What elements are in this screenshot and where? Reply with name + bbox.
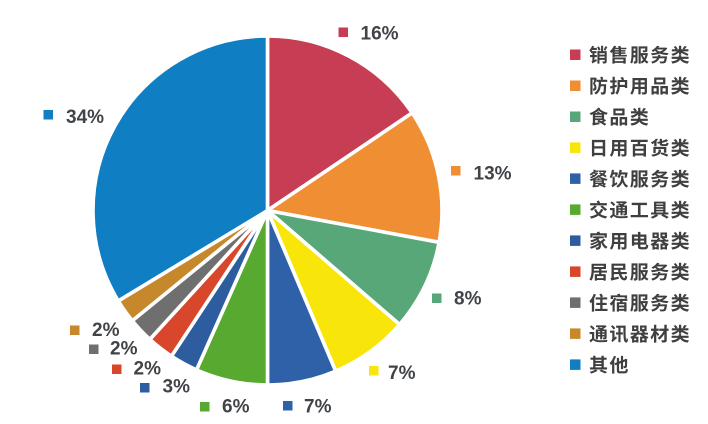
svg-text:6%: 6% xyxy=(222,397,250,418)
svg-text:16%: 16% xyxy=(361,24,399,45)
svg-text:8%: 8% xyxy=(454,289,482,310)
svg-text:2%: 2% xyxy=(134,359,162,380)
svg-text:34%: 34% xyxy=(66,107,104,128)
svg-text:7%: 7% xyxy=(304,397,332,418)
svg-text:3%: 3% xyxy=(163,377,191,398)
svg-text:13%: 13% xyxy=(474,164,512,185)
svg-text:2%: 2% xyxy=(92,320,120,341)
svg-text:7%: 7% xyxy=(388,363,416,384)
svg-text:2%: 2% xyxy=(110,339,138,360)
